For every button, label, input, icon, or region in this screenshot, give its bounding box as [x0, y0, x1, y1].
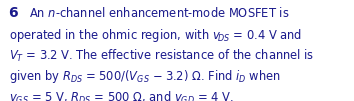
Text: given by $R_{DS}$ = 500/($V_{GS}$ − 3.2) Ω. Find $i_D$ when: given by $R_{DS}$ = 500/($V_{GS}$ − 3.2)… — [9, 68, 281, 85]
Text: An $n$-channel enhancement-mode MOSFET is: An $n$-channel enhancement-mode MOSFET i… — [29, 6, 289, 20]
Text: operated in the ohmic region, with $v_{\!DS}$ = 0.4 V and: operated in the ohmic region, with $v_{\… — [9, 27, 302, 44]
Text: $V_T$ = 3.2 V. The effective resistance of the channel is: $V_T$ = 3.2 V. The effective resistance … — [9, 48, 314, 64]
Text: 6: 6 — [8, 6, 18, 20]
Text: $v_{GS}$ = 5 V, $R_{DS}$ = 500 Ω, and $v_{GD}$ = 4 V.: $v_{GS}$ = 5 V, $R_{DS}$ = 500 Ω, and $v… — [9, 90, 234, 101]
